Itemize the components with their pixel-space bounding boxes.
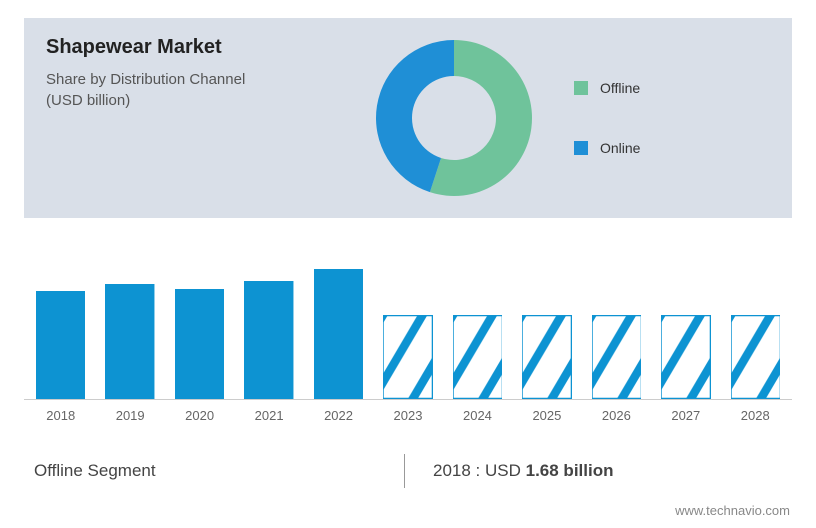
legend-item-offline: Offline — [574, 80, 782, 96]
bar-slot-2024 — [453, 315, 502, 399]
bar-label-2024: 2024 — [453, 408, 502, 423]
chart-title: Shapewear Market — [46, 36, 322, 59]
footer-url: www.technavio.com — [675, 503, 790, 518]
legend-label: Online — [600, 140, 640, 156]
segment-amount: 1.68 billion — [526, 461, 614, 480]
segment-row: Offline Segment 2018 : USD 1.68 billion — [24, 454, 792, 488]
bar-2018 — [36, 291, 85, 399]
bar-label-2020: 2020 — [175, 408, 224, 423]
bar-2027 — [661, 315, 710, 399]
segment-label: Offline Segment — [24, 461, 404, 481]
bar-label-2022: 2022 — [314, 408, 363, 423]
bar-slot-2021 — [244, 281, 293, 399]
bar-label-2028: 2028 — [731, 408, 780, 423]
bar-slot-2026 — [592, 315, 641, 399]
bar-slot-2019 — [105, 284, 154, 399]
bar-2021 — [244, 281, 293, 399]
bar-label-2018: 2018 — [36, 408, 85, 423]
bar-plot-area — [24, 240, 792, 400]
chart-subtitle: Share by Distribution Channel (USD billi… — [46, 69, 322, 111]
bar-2025 — [522, 315, 571, 399]
bar-x-labels: 2018 2019 2020 2021 2022 2023 2024 2025 2026 2027… — [24, 400, 792, 423]
bar-2022 — [314, 269, 363, 399]
segment-prefix: : USD — [471, 461, 526, 480]
title-block: Shapewear Market Share by Distribution C… — [24, 18, 344, 218]
bar-slot-2020 — [175, 289, 224, 399]
bar-label-2021: 2021 — [244, 408, 293, 423]
bar-label-2027: 2027 — [661, 408, 710, 423]
bar-label-2019: 2019 — [105, 408, 154, 423]
legend-label: Offline — [600, 80, 640, 96]
bar-slot-2025 — [522, 315, 571, 399]
legend-item-online: Online — [574, 140, 782, 156]
subtitle-line-1: Share by Distribution Channel — [46, 71, 245, 88]
top-panel: Shapewear Market Share by Distribution C… — [24, 18, 792, 218]
bar-slot-2023 — [383, 315, 432, 399]
bar-2024 — [453, 315, 502, 399]
donut-chart — [344, 18, 564, 218]
bar-label-2025: 2025 — [522, 408, 571, 423]
donut-svg — [354, 18, 554, 218]
bar-2023 — [383, 315, 432, 399]
segment-value: 2018 : USD 1.68 billion — [433, 461, 613, 481]
segment-year: 2018 — [433, 461, 471, 480]
bar-2019 — [105, 284, 154, 399]
bar-label-2023: 2023 — [383, 408, 432, 423]
bar-2020 — [175, 289, 224, 399]
legend-swatch — [574, 141, 588, 155]
bar-2028 — [731, 315, 780, 399]
bar-slot-2018 — [36, 291, 85, 399]
bar-2026 — [592, 315, 641, 399]
bar-chart: 2018 2019 2020 2021 2022 2023 2024 2025 2026 2027… — [24, 240, 792, 440]
bar-slot-2028 — [731, 315, 780, 399]
bar-slot-2027 — [661, 315, 710, 399]
legend-swatch — [574, 81, 588, 95]
bar-slot-2022 — [314, 269, 363, 399]
subtitle-line-2: (USD billion) — [46, 92, 130, 109]
divider — [404, 454, 405, 488]
legend: Offline Online — [564, 18, 792, 218]
bar-label-2026: 2026 — [592, 408, 641, 423]
